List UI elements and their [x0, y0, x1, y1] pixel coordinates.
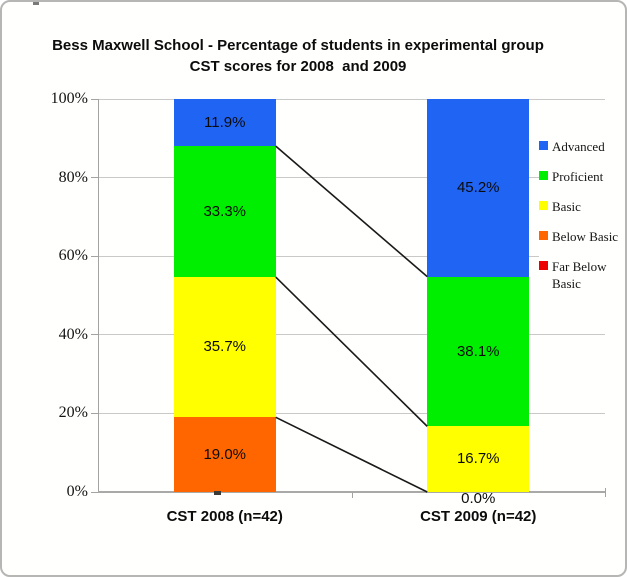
legend-swatch-basic: [539, 201, 548, 210]
y-tick: [91, 412, 98, 414]
chart-title-line2: CST scores for 2008 and 2009: [189, 58, 407, 75]
y-tick-label: 60%: [58, 247, 88, 265]
connector-line-2: [275, 276, 428, 427]
y-tick: [91, 255, 98, 257]
label-below-basic-1: 0.0%: [461, 490, 496, 507]
segment-advanced-1: [427, 99, 530, 277]
y-tick-label: 0%: [66, 483, 88, 500]
y-tick: [91, 98, 98, 100]
axis-artifact: [214, 491, 221, 495]
legend-swatch-advanced: [539, 141, 548, 150]
legend-item-basic: Basic: [539, 198, 625, 215]
legend-label-basic: Basic: [552, 199, 581, 214]
legend-item-proficient: Proficient: [539, 168, 625, 185]
legend-item-far-below-basic: Far Below Basic: [539, 258, 625, 292]
label-below-basic-0: 19.0%: [203, 445, 247, 463]
legend-item-below-basic: Below Basic: [539, 228, 625, 245]
x-axis-end-tick: [605, 488, 606, 497]
y-tick-label: 40%: [58, 325, 88, 343]
segment-below-basic-0: [173, 417, 276, 492]
connector-line-3: [275, 145, 428, 278]
legend-swatch-proficient: [539, 171, 548, 180]
legend-label-below-basic: Below Basic: [552, 229, 619, 244]
segment-basic-1: [427, 426, 530, 492]
y-tick-label: 80%: [58, 168, 88, 186]
border-artifact: [33, 2, 39, 5]
segment-advanced-0: [173, 99, 276, 147]
x-axis-mid-tick: [351, 492, 353, 498]
x-label-1: CST 2009 (n=42): [420, 508, 537, 525]
legend-label-far-below-basic: Far Below Basic: [552, 259, 607, 291]
legend-label-advanced: Advanced: [552, 139, 605, 154]
legend-swatch-below-basic: [539, 231, 548, 240]
label-advanced-1: 45.2%: [456, 178, 500, 196]
y-tick: [91, 177, 98, 179]
gridline: [98, 98, 605, 100]
connector-line-1: [275, 416, 428, 493]
segment-proficient-0: [173, 146, 276, 278]
label-proficient-0: 33.3%: [203, 202, 247, 220]
chart-title-line1: Bess Maxwell School - Percentage of stud…: [52, 37, 544, 54]
legend-item-advanced: Advanced: [539, 138, 625, 155]
y-tick: [91, 334, 98, 336]
y-tick-label: 100%: [50, 90, 88, 107]
y-tick-label: 20%: [58, 404, 88, 422]
legend-label-proficient: Proficient: [552, 169, 604, 184]
x-label-0: CST 2008 (n=42): [166, 508, 283, 525]
label-proficient-1: 38.1%: [456, 342, 500, 360]
y-axis-line: [98, 99, 99, 492]
legend-swatch-far-below-basic: [539, 261, 548, 270]
y-tick: [91, 491, 98, 493]
segment-proficient-1: [427, 276, 530, 427]
label-basic-1: 16.7%: [456, 450, 500, 468]
label-advanced-0: 11.9%: [204, 113, 246, 131]
legend: Advanced Proficient Basic Below Basic Far Be…: [539, 128, 625, 292]
label-basic-0: 35.7%: [203, 338, 247, 356]
segment-basic-0: [173, 277, 276, 418]
chart-title: Bess Maxwell School - Percentage of stud…: [2, 35, 594, 77]
